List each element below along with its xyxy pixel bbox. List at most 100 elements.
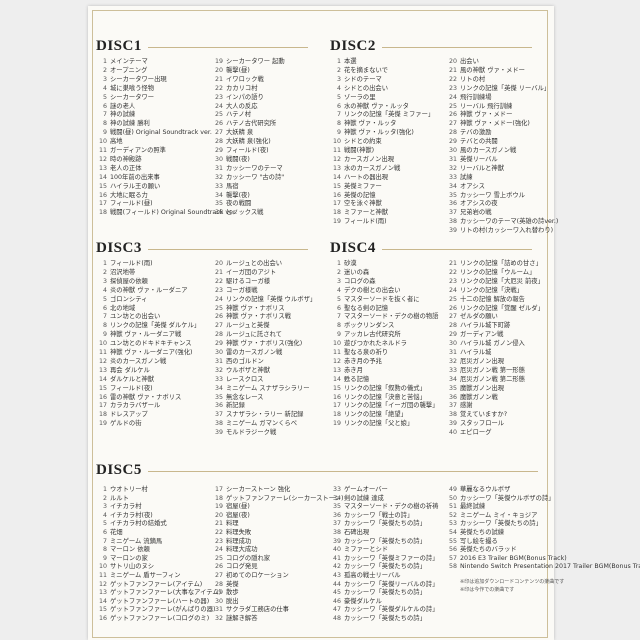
track-number: 23 [214, 537, 223, 545]
track-number: 32 [448, 357, 457, 365]
track-title: 無念なレース [226, 393, 264, 401]
track: 54 英傑たちの試練 [446, 529, 504, 537]
track: 23 リンクの記憶「大厄災 前夜」 [446, 278, 544, 286]
track: 3 コログの森 [330, 278, 376, 286]
track-title: ゲットファンファーレ(シーカーストーン) [226, 494, 344, 502]
track-title: 西のゴルドン [226, 357, 264, 365]
track-title: オープニング [110, 66, 148, 74]
track-title: リトの村 [460, 75, 486, 83]
track-number: 33 [448, 173, 457, 181]
track-title: 神獣 ヴァ・ナボリス戦 [226, 313, 291, 321]
track-number: 16 [332, 393, 341, 401]
track-number: 9 [102, 331, 107, 339]
track-title: 謎の老人 [110, 102, 136, 110]
track-number: 19 [332, 218, 341, 226]
track-number: 2 [102, 66, 107, 74]
track-title: 炎のカースガノン戦 [110, 357, 167, 365]
track: 6 花畑 [96, 529, 123, 537]
track-title: 石碑出現 [344, 529, 370, 536]
track: 8 神の試練 勝利 [96, 120, 150, 128]
track-number: 19 [332, 420, 341, 428]
track-number: 33 [214, 182, 223, 190]
track: 28 ルージュに託されて [212, 331, 282, 339]
track-number: 23 [214, 93, 223, 101]
track-title: 神獣 ヴァ・メドー [460, 111, 513, 119]
track-number: 54 [448, 529, 457, 536]
track: 13 水のカースガノン戦 [330, 165, 400, 173]
track-title: 遊びつかれたネルドラ [344, 340, 407, 348]
track-title: 神獣 ヴァ・ルッタ(強化) [344, 129, 414, 137]
track: 18 ミファーと神獣 [330, 209, 388, 217]
track-number: 7 [102, 537, 107, 545]
track: 22 料理失敗 [212, 529, 251, 537]
track-title: 神獣 ヴァ・ナボリス [226, 304, 285, 312]
track-title: 戦闘(神獣) [344, 147, 375, 154]
track-title: 聖なる泉の祈り [344, 349, 389, 356]
track-title: マスターソード・デクの樹の物語 [344, 313, 439, 321]
track: 35 魔獣ガノン出現 [446, 385, 504, 393]
track: 41 カッシーワ「英傑ミファーの詩」 [330, 555, 438, 563]
track-number: 34 [214, 384, 223, 392]
track: 19 シーカータワー 起動 [212, 58, 285, 66]
track-title: モルドラジーク戦 [226, 429, 277, 437]
track-title: 大妖精 泉 [226, 129, 254, 137]
track-number: 26 [448, 111, 457, 119]
track: 14 100年前の出来事 [96, 174, 160, 182]
page-sheet [88, 6, 554, 640]
track-title: ガーディアン戦 [460, 331, 504, 339]
track-number: 9 [336, 129, 341, 137]
track: 6 水の神獣 ヴァ・ルッタ [330, 103, 409, 111]
track-number: 39 [332, 537, 341, 545]
track: 32 厄災ガノン出現 [446, 358, 504, 366]
track: 5 ゾーラの里 [330, 94, 376, 102]
track: 22 駆けるコーガ様 [212, 278, 270, 286]
track: 31 サクラダ工務店の仕事 [212, 606, 289, 614]
disc-title: DISC4 [330, 240, 376, 256]
track: 17 フィールド(昼) [96, 200, 153, 208]
track-title: 十二の記憶 解放の報告 [460, 295, 525, 303]
track: 58 Nintendo Switch Presentation 2017 Trai… [446, 563, 640, 571]
track-title: ミニゲーム 盾サーフィン [110, 572, 181, 579]
track-number: 48 [332, 615, 341, 622]
track: 57 2016 E3 Trailer BGM(Bonus Track) [446, 555, 567, 563]
track: 30 ハイラル城 ガノン侵入 [446, 340, 525, 348]
track-title: 孤高の戦士リーバル [344, 572, 401, 579]
track-title: シーカータワー 起動 [226, 58, 285, 65]
track: 46 豪傑ダルケル [330, 598, 382, 606]
track-number: 11 [98, 147, 107, 154]
track-title: インパの語り [226, 93, 264, 101]
track: 34 剣の試練 達成 [330, 495, 384, 503]
track-number: 11 [332, 147, 341, 154]
track-number: 11 [332, 349, 341, 356]
disc-rule [148, 249, 308, 250]
track-title: スナザラシ・ラリー 新記録 [226, 411, 304, 419]
track-number: 36 [448, 200, 457, 208]
track: 30 脱出 [212, 598, 239, 606]
track-title: 戦闘(夜) [226, 155, 250, 163]
track: 27 初めてのロケーション [212, 572, 289, 580]
track: 3 シーカータワー出現 [96, 76, 167, 84]
track: 48 カッシーワ「英傑たちの詩」 [330, 615, 426, 623]
track-number: 25 [214, 304, 223, 312]
track-title: ゲットファンファーレ(大事なアイテム) [110, 589, 222, 597]
track-title: 時の神殿跡 [110, 155, 142, 163]
track-title: ボックリンダンス [344, 322, 395, 330]
track-title: 神獣 ヴァ・ルーダニア戦 [110, 331, 182, 339]
track-title: マスターソード・デクの樹の祈祷 [344, 503, 439, 511]
track-title: 雷の神獣 ヴァ・ナボリス [110, 393, 182, 401]
track: 33 レースクロス [212, 376, 263, 384]
track-number: 15 [332, 384, 341, 392]
track-number: 33 [332, 486, 341, 493]
track: 24 料理大成功 [212, 546, 258, 554]
track: 22 カカリコ村 [212, 85, 258, 93]
track-title: マーロン 依頼 [110, 546, 150, 554]
track-title: 写し絵を撮る [460, 537, 498, 545]
track-title: 最終試練 [460, 503, 486, 511]
track-number: 23 [448, 84, 457, 92]
track-title: ガーディアンの照準 [110, 147, 166, 154]
disc-title: DISC3 [96, 240, 142, 256]
track: 2 沼沢地帯 [96, 269, 135, 277]
track-title: カッシーワのテーマ(英雄の詩ver.) [460, 218, 559, 226]
track: 3 シドのテーマ [330, 76, 382, 84]
track-title: コログ発見 [226, 563, 258, 571]
